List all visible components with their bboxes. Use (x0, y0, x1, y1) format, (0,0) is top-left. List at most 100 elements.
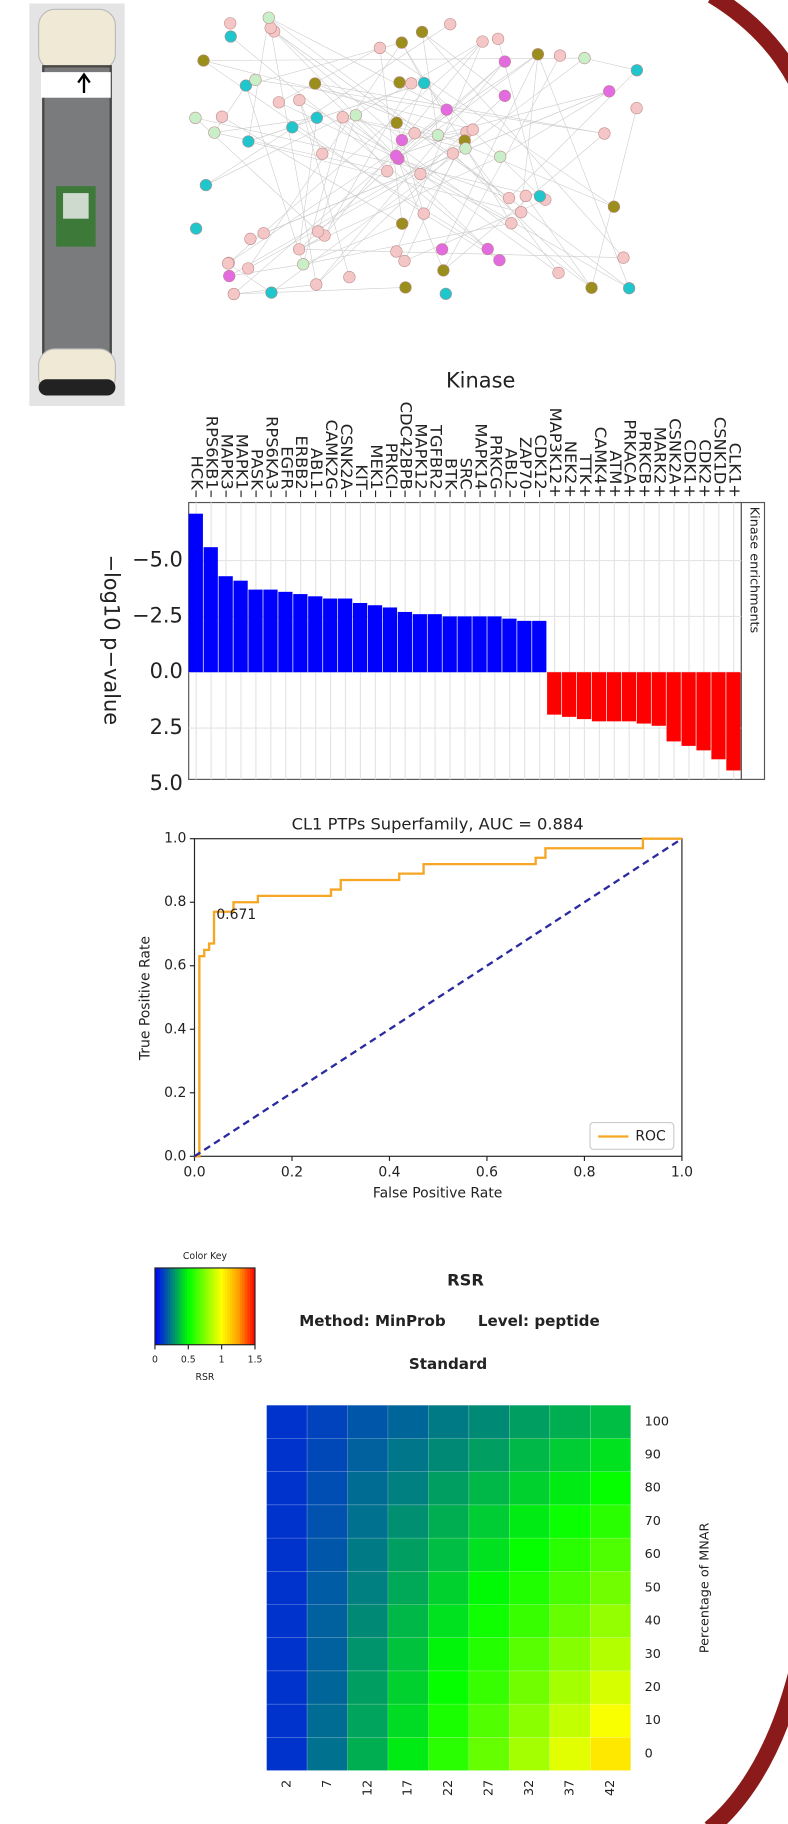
bar (338, 598, 353, 673)
node (515, 206, 528, 219)
key-tick-label: 0 (152, 1354, 158, 1365)
key-swatch (177, 1267, 181, 1345)
x-tick-label: CDK2+ (695, 439, 714, 498)
node (244, 232, 257, 246)
node (310, 111, 323, 124)
subtitle: Standard (409, 1355, 487, 1373)
node (552, 266, 565, 279)
x-tick-label: CDK12– (531, 434, 550, 497)
bar (248, 589, 263, 673)
node (223, 269, 236, 283)
heat-cell (347, 1637, 389, 1672)
edge (268, 17, 317, 285)
x-tick-label: RPS6KA3– (262, 416, 281, 498)
y-tick-label: −5.0 (132, 548, 183, 572)
heat-cell (509, 1438, 551, 1472)
node (405, 77, 418, 90)
node (519, 189, 532, 203)
heat-cell (306, 1504, 348, 1539)
bar (278, 591, 293, 673)
edge (203, 57, 585, 61)
node (227, 287, 240, 301)
node (221, 257, 235, 270)
heat-cell (549, 1438, 591, 1472)
key-swatch (227, 1267, 231, 1345)
heat-cell (509, 1637, 551, 1672)
heat-cell (549, 1404, 591, 1439)
node (381, 164, 394, 178)
x-tick-label: PRKCB+ (636, 431, 655, 498)
node (224, 17, 237, 30)
edge (298, 117, 318, 250)
heat-cell (387, 1736, 429, 1771)
x-tick-label: TTK+ (576, 453, 595, 498)
heat-cell (266, 1438, 308, 1472)
x-tick-label: NEK2+ (561, 441, 580, 498)
edge (342, 116, 465, 141)
edge (303, 222, 512, 265)
edge (270, 27, 403, 141)
y-axis-label: True Positive Rate (138, 936, 154, 1061)
heat-cell (549, 1670, 591, 1705)
key-swatch (164, 1267, 168, 1345)
key-swatch (247, 1267, 251, 1345)
edge (314, 83, 605, 134)
x-tick-label: ZAP70– (516, 437, 535, 498)
heat-cell (549, 1471, 591, 1506)
node (598, 127, 611, 140)
node (293, 93, 306, 107)
x-tick-label: PRKACA+ (621, 419, 640, 497)
heat-cell (428, 1604, 470, 1638)
edge (584, 57, 637, 71)
x-tick-label: CLK1+ (725, 443, 744, 498)
x-tick-label: CSNK1D+ (710, 417, 729, 498)
node (459, 142, 472, 155)
heat-cell (306, 1637, 348, 1672)
x-tick-label: 7 (320, 1780, 335, 1788)
node (578, 51, 591, 65)
edge (355, 114, 397, 157)
y-tick-label: 5.0 (150, 771, 183, 795)
heat-cell (509, 1570, 551, 1605)
heat-cell (387, 1637, 429, 1672)
node (431, 129, 445, 142)
y-tick-label: 1.0 (164, 831, 186, 847)
y-tick-label: 70 (645, 1514, 661, 1529)
bar (367, 605, 383, 673)
heat-cell (306, 1670, 348, 1705)
edge (229, 263, 304, 277)
node (396, 217, 409, 230)
node (272, 96, 285, 109)
node (224, 30, 237, 43)
x-tick-label: ERBB2– (292, 435, 311, 497)
heat-cell (306, 1604, 348, 1638)
node (533, 190, 547, 203)
node (311, 225, 325, 238)
x-tick-label: MAPK1– (232, 434, 251, 498)
heat-cell (549, 1504, 591, 1539)
edge (379, 47, 615, 207)
node (398, 254, 411, 268)
heat-cell (347, 1703, 389, 1738)
edge (229, 140, 465, 277)
key-swatch (204, 1267, 208, 1345)
annotation: 0.671 (216, 907, 256, 923)
key-frame (154, 1267, 256, 1346)
x-tick-label: ABL2– (501, 448, 520, 498)
node (553, 49, 567, 62)
heat-cell (266, 1471, 308, 1506)
y-tick-label: 10 (645, 1713, 661, 1728)
heat-cell (468, 1736, 510, 1771)
key-swatch (184, 1267, 188, 1345)
x-tick-label: 0.8 (573, 1165, 595, 1181)
heat-cell (347, 1404, 389, 1439)
key-swatch (169, 1267, 173, 1345)
bar (293, 594, 308, 673)
node (316, 147, 329, 160)
edge (255, 79, 605, 134)
network-diagram (189, 11, 643, 301)
node (390, 116, 403, 129)
heat-cell (266, 1703, 308, 1738)
key-label: RSR (196, 1372, 215, 1383)
heat-cell (266, 1604, 308, 1638)
